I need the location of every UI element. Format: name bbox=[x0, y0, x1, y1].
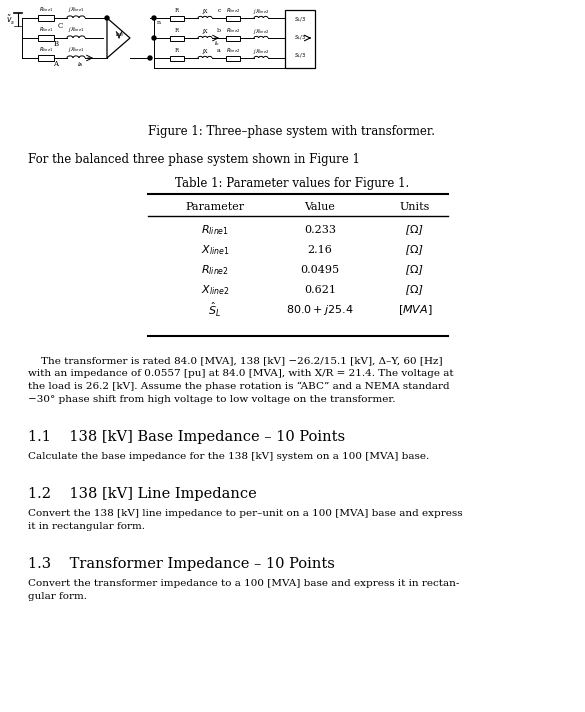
Text: $jX_{line1}$: $jX_{line1}$ bbox=[68, 46, 84, 55]
Bar bbox=[285, 10, 315, 68]
Text: [$\Omega$]: [$\Omega$] bbox=[405, 244, 425, 257]
Text: $\tilde{v}_s$: $\tilde{v}_s$ bbox=[6, 14, 16, 26]
Text: $R_{line2}$: $R_{line2}$ bbox=[226, 6, 240, 16]
Text: with an impedance of 0.0557 [pu] at 84.0 [MVA], with X/R = 21.4. The voltage at: with an impedance of 0.0557 [pu] at 84.0… bbox=[28, 369, 453, 378]
Text: B: B bbox=[53, 40, 59, 48]
Text: Convert the 138 [kV] line impedance to per–unit on a 100 [MVA] base and express: Convert the 138 [kV] line impedance to p… bbox=[28, 509, 463, 518]
Circle shape bbox=[105, 16, 109, 20]
Bar bbox=[226, 36, 240, 41]
Text: R: R bbox=[175, 28, 179, 33]
Text: n: n bbox=[157, 21, 161, 26]
Text: A: A bbox=[53, 60, 59, 68]
Bar bbox=[170, 16, 184, 21]
Text: b: b bbox=[217, 28, 221, 33]
Text: $jX_{line2}$: $jX_{line2}$ bbox=[253, 26, 269, 36]
Circle shape bbox=[148, 56, 152, 60]
Bar bbox=[226, 56, 240, 61]
Text: gular form.: gular form. bbox=[28, 592, 87, 601]
Text: jX: jX bbox=[202, 28, 208, 33]
Text: R: R bbox=[175, 48, 179, 53]
Text: c: c bbox=[217, 9, 221, 14]
Text: Convert the transformer impedance to a 100 [MVA] base and express it in rectan-: Convert the transformer impedance to a 1… bbox=[28, 579, 459, 588]
Text: 1.1    138 [kV] Base Impedance – 10 Points: 1.1 138 [kV] Base Impedance – 10 Points bbox=[28, 430, 345, 444]
Text: $\hat{S}_L$: $\hat{S}_L$ bbox=[208, 301, 222, 319]
Text: Figure 1: Three–phase system with transformer.: Figure 1: Three–phase system with transf… bbox=[149, 125, 435, 139]
Text: $jX_{line1}$: $jX_{line1}$ bbox=[68, 6, 84, 14]
Text: $R_{line2}$: $R_{line2}$ bbox=[201, 263, 229, 277]
Bar bbox=[170, 36, 184, 41]
Text: $R_{line1}$: $R_{line1}$ bbox=[39, 26, 53, 34]
Text: jX: jX bbox=[202, 9, 208, 14]
Text: $I_{AB}$: $I_{AB}$ bbox=[115, 31, 125, 39]
Text: $X_{line2}$: $X_{line2}$ bbox=[201, 283, 229, 297]
Text: $R_{line1}$: $R_{line1}$ bbox=[39, 6, 53, 14]
Text: 1.3    Transformer Impedance – 10 Points: 1.3 Transformer Impedance – 10 Points bbox=[28, 557, 335, 571]
Text: $I_b$: $I_b$ bbox=[214, 40, 220, 48]
Text: [$\Omega$]: [$\Omega$] bbox=[405, 283, 425, 297]
Circle shape bbox=[152, 16, 156, 20]
Text: a: a bbox=[217, 48, 221, 53]
Text: $jX_{line1}$: $jX_{line1}$ bbox=[68, 26, 84, 34]
Text: [$\Omega$]: [$\Omega$] bbox=[405, 263, 425, 277]
Text: Calculate the base impedance for the 138 [kV] system on a 100 [MVA] base.: Calculate the base impedance for the 138… bbox=[28, 452, 429, 461]
Text: $R_{line2}$: $R_{line2}$ bbox=[226, 26, 240, 36]
Bar bbox=[170, 56, 184, 61]
Text: $80.0+j25.4$: $80.0+j25.4$ bbox=[286, 303, 354, 317]
Circle shape bbox=[152, 36, 156, 40]
Text: $R_{line2}$: $R_{line2}$ bbox=[226, 46, 240, 56]
Text: $S_L/3$: $S_L/3$ bbox=[294, 51, 306, 61]
Text: it in rectangular form.: it in rectangular form. bbox=[28, 522, 145, 531]
Text: 0.233: 0.233 bbox=[304, 225, 336, 235]
Text: 0.621: 0.621 bbox=[304, 285, 336, 295]
Text: 1.2    138 [kV] Line Impedance: 1.2 138 [kV] Line Impedance bbox=[28, 487, 257, 501]
Text: $S_L/3$: $S_L/3$ bbox=[294, 16, 306, 24]
Text: The transformer is rated 84.0 [MVA], 138 [kV] −26.2/15.1 [kV], Δ–Y, 60 [Hz]: The transformer is rated 84.0 [MVA], 138… bbox=[28, 356, 443, 365]
Bar bbox=[38, 55, 54, 61]
Bar bbox=[226, 16, 240, 21]
Text: the load is 26.2 [kV]. Assume the phase rotation is “ABC” and a NEMA standard: the load is 26.2 [kV]. Assume the phase … bbox=[28, 382, 450, 392]
Text: C: C bbox=[57, 22, 63, 30]
Bar bbox=[38, 15, 54, 21]
Text: Value: Value bbox=[305, 202, 335, 212]
Text: R: R bbox=[175, 9, 179, 14]
Text: Units: Units bbox=[400, 202, 430, 212]
Text: $jX_{line2}$: $jX_{line2}$ bbox=[253, 46, 269, 56]
Text: $S_L/3$: $S_L/3$ bbox=[294, 33, 306, 43]
Text: $R_{line1}$: $R_{line1}$ bbox=[39, 46, 53, 54]
Text: $[MVA]$: $[MVA]$ bbox=[398, 303, 432, 317]
Text: $jX_{line2}$: $jX_{line2}$ bbox=[253, 6, 269, 16]
Text: jX: jX bbox=[202, 48, 208, 53]
Text: $X_{line1}$: $X_{line1}$ bbox=[201, 243, 229, 257]
Text: $I_A$: $I_A$ bbox=[77, 61, 83, 70]
Text: 0.0495: 0.0495 bbox=[301, 265, 339, 275]
Text: For the balanced three phase system shown in Figure 1: For the balanced three phase system show… bbox=[28, 154, 360, 167]
Text: 2.16: 2.16 bbox=[308, 245, 332, 255]
Text: [$\Omega$]: [$\Omega$] bbox=[405, 224, 425, 237]
Bar bbox=[38, 35, 54, 41]
Text: $R_{line1}$: $R_{line1}$ bbox=[201, 223, 229, 237]
Text: Table 1: Parameter values for Figure 1.: Table 1: Parameter values for Figure 1. bbox=[175, 177, 409, 189]
Text: Parameter: Parameter bbox=[185, 202, 245, 212]
Text: −30° phase shift from high voltage to low voltage on the transformer.: −30° phase shift from high voltage to lo… bbox=[28, 395, 395, 404]
